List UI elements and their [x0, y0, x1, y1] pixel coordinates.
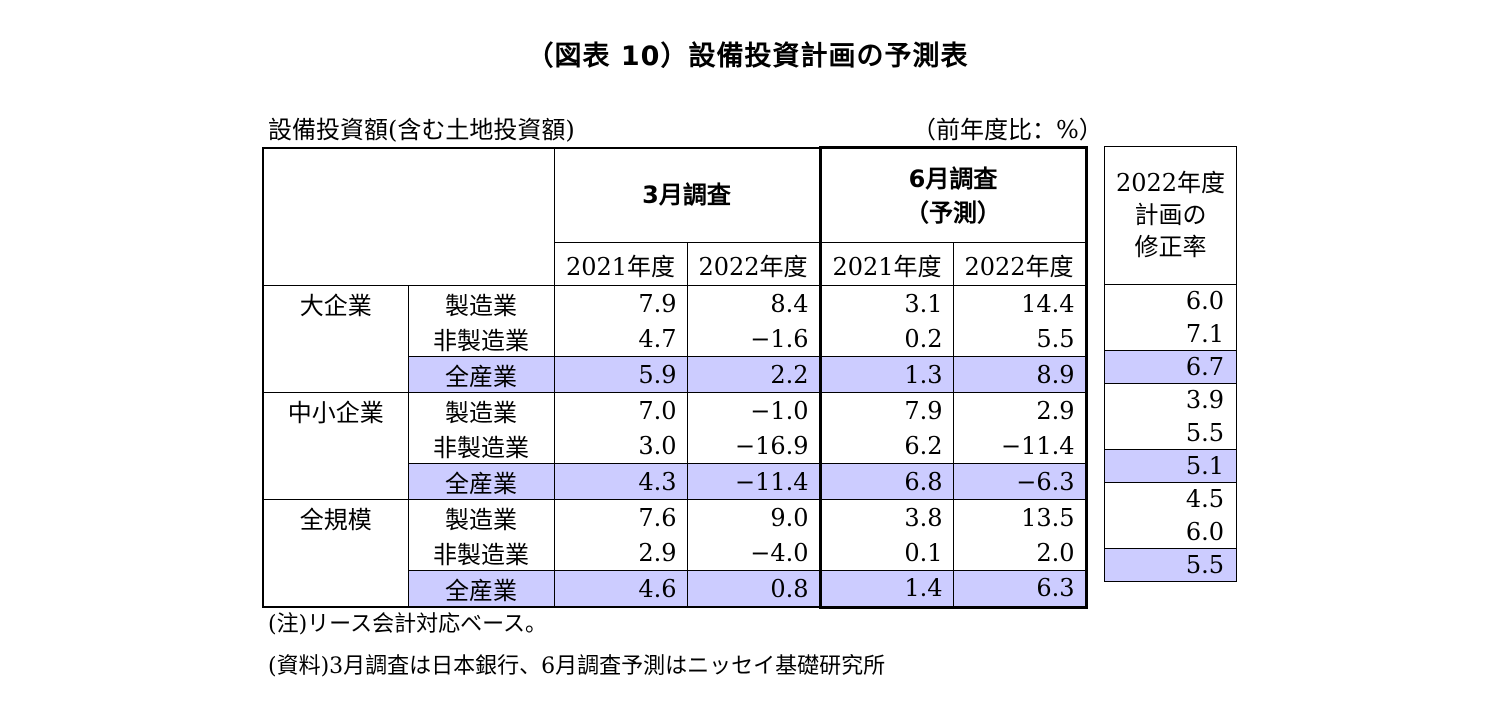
- value-cell: 2.0: [953, 535, 1088, 571]
- year-header: 2022年度: [686, 242, 821, 286]
- value-cell: 3.0: [554, 428, 688, 464]
- table-row: 全産業 5.9 2.2 1.3 8.9: [263, 356, 1088, 393]
- value-cell: 14.4: [953, 285, 1088, 321]
- march-survey-label: 3月調査: [642, 181, 731, 210]
- revision-row: 5.5: [1104, 548, 1237, 582]
- revision-row: 4.5: [1105, 483, 1237, 516]
- value-cell: 1.3: [818, 356, 954, 393]
- value-cell: 7.9: [818, 392, 954, 428]
- revision-row: 6.7: [1104, 350, 1237, 384]
- industry-label: 製造業: [408, 499, 555, 535]
- industry-label: 全産業: [408, 356, 555, 393]
- value-cell: 2.9: [554, 535, 688, 571]
- value-cell: 4.3: [554, 463, 688, 500]
- march-survey-header: 3月調査: [553, 147, 821, 243]
- revision-value-cell: 6.7: [1104, 350, 1237, 384]
- table-row: 全産業 4.6 0.8 1.4 6.3: [263, 570, 1088, 609]
- value-cell: −11.4: [687, 463, 821, 500]
- value-cell: 0.8: [687, 570, 821, 608]
- value-cell: 6.3: [953, 570, 1088, 609]
- footnote-note: (注)リース会計対応ベース。: [268, 612, 547, 637]
- table-row: 全規模 製造業 7.6 9.0 3.8 13.5: [263, 499, 1088, 607]
- size-label: 中小企業: [263, 392, 409, 500]
- value-cell: 1.4: [818, 570, 954, 609]
- unit-label: （前年度比：%）: [912, 116, 1103, 144]
- value-cell: 7.9: [554, 285, 688, 321]
- value-cell: −16.9: [687, 428, 821, 464]
- value-cell: 7.0: [554, 392, 688, 428]
- value-cell: 2.2: [687, 356, 821, 393]
- revision-value-cell: 3.9: [1185, 386, 1224, 415]
- table-row: 大企業 製造業 7.9 8.4 3.1 14.4: [263, 285, 1088, 393]
- revision-row: 5.1: [1104, 449, 1237, 483]
- table-row: 非製造業 4.7 −1.6 0.2 5.5: [263, 321, 1088, 357]
- revision-row: 3.9: [1105, 384, 1237, 417]
- value-cell: −11.4: [953, 428, 1088, 464]
- chart-title: （図表 10）設備投資計画の予測表: [526, 41, 969, 72]
- value-cell: 13.5: [953, 499, 1088, 535]
- value-cell: 6.2: [818, 428, 954, 464]
- value-cell: 4.7: [554, 321, 688, 357]
- revision-value-cell: 6.0: [1185, 287, 1224, 316]
- table-row: 非製造業 3.0 −16.9 6.2 −11.4: [263, 428, 1088, 464]
- value-cell: −4.0: [687, 535, 821, 571]
- revision-value-cell: 5.1: [1104, 449, 1237, 483]
- value-cell: 8.9: [953, 356, 1088, 393]
- value-cell: 0.1: [818, 535, 954, 571]
- size-label: 全規模: [263, 499, 409, 607]
- table-subtitle: 設備投資額(含む土地投資額): [268, 116, 575, 144]
- june-forecast-label: （予測）: [905, 198, 1001, 227]
- industry-label: 非製造業: [408, 535, 555, 571]
- revision-label-line3: 修正率: [1134, 233, 1207, 261]
- value-cell: 7.6: [554, 499, 688, 535]
- footnote-source: (資料)3月調査は日本銀行、6月調査予測はニッセイ基礎研究所: [268, 654, 886, 679]
- value-cell: 0.2: [818, 321, 954, 357]
- value-cell: 9.0: [687, 499, 821, 535]
- value-cell: 5.5: [953, 321, 1088, 357]
- june-survey-label: 6月調査: [908, 164, 998, 193]
- revision-value-cell: 7.1: [1185, 319, 1224, 348]
- industry-label: 全産業: [408, 463, 555, 500]
- value-cell: −6.3: [953, 463, 1088, 500]
- industry-label: 全産業: [408, 570, 555, 608]
- revision-row: 6.0: [1105, 285, 1237, 318]
- industry-label: 製造業: [408, 285, 555, 321]
- value-cell: −1.0: [687, 392, 821, 428]
- revision-row: 7.1: [1105, 318, 1237, 351]
- value-cell: 3.8: [818, 499, 954, 535]
- year-header: 2022年度: [952, 242, 1088, 286]
- table-row: 全産業 4.3 −11.4 6.8 −6.3: [263, 463, 1088, 500]
- industry-label: 製造業: [408, 392, 555, 428]
- revision-value-cell: 5.5: [1185, 418, 1224, 447]
- revision-header: 2022年度 計画の 修正率: [1104, 146, 1237, 285]
- table-body: 大企業 製造業 7.9 8.4 3.1 14.4 非製造業 4.7 −1.6 0.2 5.5 全産業 5…: [263, 285, 1088, 609]
- value-cell: 6.8: [818, 463, 954, 500]
- revision-table: 2022年度 計画の 修正率 6.0 7.1 6.7 3.9 5.5 5.1 4.5 6.0 5…: [1104, 146, 1237, 582]
- size-label: 大企業: [263, 285, 409, 393]
- value-cell: −1.6: [687, 321, 821, 357]
- table-row: 中小企業 製造業 7.0 −1.0 7.9 2.9: [263, 392, 1088, 500]
- table-row: 非製造業 2.9 −4.0 0.1 2.0: [263, 535, 1088, 571]
- revision-value-cell: 6.0: [1185, 517, 1224, 546]
- industry-label: 非製造業: [408, 321, 555, 357]
- revision-label-line2: 計画の: [1134, 201, 1207, 229]
- value-cell: 3.1: [818, 285, 954, 321]
- revision-row: 6.0: [1105, 516, 1237, 549]
- value-cell: 5.9: [554, 356, 688, 393]
- header-blank: [262, 147, 555, 286]
- year-header: 2021年度: [553, 242, 688, 286]
- forecast-table: 3月調査 6月調査 （予測） 2021年度 2022年度 2021年度 2022…: [262, 146, 1088, 609]
- industry-label: 非製造業: [408, 428, 555, 464]
- revision-label-line1: 2022年度: [1115, 169, 1226, 197]
- value-cell: 2.9: [953, 392, 1088, 428]
- revision-row: 5.5: [1105, 417, 1237, 450]
- revision-body: 6.0 7.1 6.7 3.9 5.5 5.1 4.5 6.0 5.5: [1104, 285, 1237, 582]
- year-header: 2021年度: [818, 242, 954, 286]
- june-survey-header: 6月調査 （予測）: [818, 146, 1088, 243]
- value-cell: 4.6: [554, 570, 688, 608]
- revision-value-cell: 4.5: [1185, 485, 1224, 514]
- revision-value-cell: 5.5: [1104, 548, 1237, 582]
- value-cell: 8.4: [687, 285, 821, 321]
